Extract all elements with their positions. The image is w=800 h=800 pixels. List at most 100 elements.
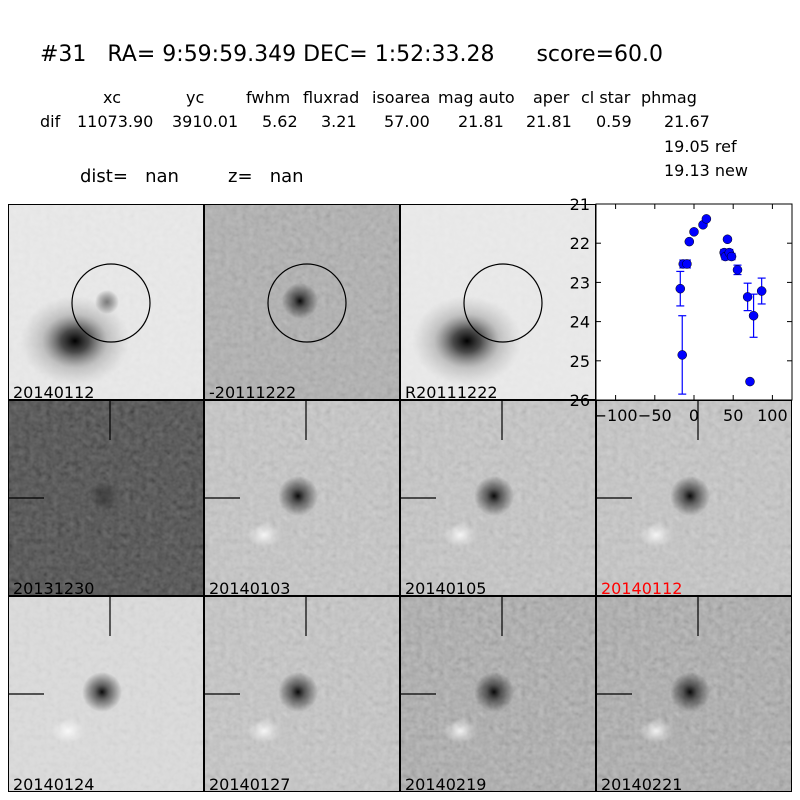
image-stamp: 20140124 bbox=[8, 596, 204, 792]
stamp-date-label: 20140103 bbox=[209, 579, 291, 596]
aperture-circle bbox=[463, 263, 543, 343]
marker bbox=[756, 286, 767, 296]
residual bbox=[52, 719, 84, 743]
header-fluxrad: fluxrad bbox=[303, 88, 360, 107]
residual bbox=[444, 523, 476, 547]
x-tick-label: 0 bbox=[689, 406, 699, 425]
transient-source bbox=[82, 672, 122, 712]
stamp-date-label: 20140105 bbox=[405, 579, 487, 596]
stamp-image bbox=[204, 400, 400, 596]
image-stamp: 20140221 bbox=[596, 596, 792, 792]
y-tick-label: 26 bbox=[570, 391, 590, 410]
transient-source bbox=[670, 476, 710, 516]
stamp-date-label: 20140112 bbox=[13, 383, 95, 400]
value-yc: 3910.01 bbox=[172, 112, 239, 131]
transient-source bbox=[95, 290, 119, 314]
stamp-date-label: R20111222 bbox=[405, 383, 498, 400]
stamp-image bbox=[204, 204, 400, 400]
header-phmag: phmag bbox=[641, 88, 697, 107]
header-fwhm: fwhm bbox=[246, 88, 291, 107]
stamp-date-label: -20111222 bbox=[209, 383, 297, 400]
value-fwhm: 5.62 bbox=[262, 112, 298, 131]
stamp-date-label: 20140127 bbox=[209, 775, 291, 792]
stamp-image bbox=[204, 596, 400, 792]
value-fluxrad: 3.21 bbox=[321, 112, 357, 131]
dist-readout: dist= nan bbox=[80, 166, 179, 187]
residual bbox=[248, 719, 280, 743]
image-stamp: -20111222 bbox=[204, 204, 400, 400]
transient-source bbox=[474, 476, 514, 516]
transient-source bbox=[282, 283, 318, 319]
x-tick-label: −100 bbox=[594, 406, 638, 425]
value-cl-star: 0.59 bbox=[596, 112, 632, 131]
stamp-image bbox=[596, 596, 792, 792]
stamp-image bbox=[8, 400, 204, 596]
value-phmag: 21.67 bbox=[664, 112, 710, 131]
value-ref-mag: 19.05 ref bbox=[664, 137, 737, 156]
light-curve-plot: 21 22 23 24 25 26−100 −50 0 50 100 bbox=[570, 195, 793, 425]
data-point bbox=[745, 376, 755, 387]
aperture-circle bbox=[71, 263, 151, 343]
data-point bbox=[756, 277, 767, 305]
marker bbox=[732, 265, 743, 275]
value-mag-auto: 21.81 bbox=[458, 112, 504, 131]
aperture-circle bbox=[267, 263, 347, 343]
value-xc: 11073.90 bbox=[77, 112, 154, 131]
marker bbox=[748, 310, 759, 321]
header-cl-star: cl star bbox=[581, 88, 631, 107]
plot-frame bbox=[595, 203, 793, 401]
header-yc: yc bbox=[186, 88, 205, 107]
image-stamp: 20140219 bbox=[400, 596, 596, 792]
stamp-image bbox=[400, 596, 596, 792]
stamp-date-label: 20131230 bbox=[13, 579, 95, 596]
marker bbox=[684, 236, 695, 247]
marker bbox=[675, 283, 686, 294]
marker bbox=[701, 214, 712, 224]
data-point bbox=[726, 251, 737, 262]
y-tick-label: 24 bbox=[570, 313, 590, 332]
data-point bbox=[675, 270, 686, 307]
image-stamp: R20111222 bbox=[400, 204, 596, 400]
data-point bbox=[682, 259, 692, 269]
image-stamp: 20140112 bbox=[8, 204, 204, 400]
image-stamp: 20140103 bbox=[204, 400, 400, 596]
marker bbox=[689, 227, 699, 237]
marker bbox=[677, 350, 687, 360]
data-point bbox=[748, 293, 759, 338]
data-point bbox=[722, 234, 733, 245]
transient-source bbox=[278, 672, 318, 712]
y-tick-label: 25 bbox=[570, 352, 590, 371]
image-stamp: 20140127 bbox=[204, 596, 400, 792]
header-xc: xc bbox=[103, 88, 121, 107]
transient-source bbox=[90, 482, 118, 510]
residual bbox=[444, 719, 476, 743]
stamp-image bbox=[596, 400, 792, 596]
marker bbox=[726, 251, 737, 262]
marker bbox=[745, 376, 755, 387]
host-galaxy bbox=[412, 296, 522, 386]
data-point bbox=[689, 227, 699, 237]
image-stamp: 20131230 bbox=[8, 400, 204, 596]
y-tick-label: 21 bbox=[570, 195, 590, 214]
value-isoarea: 57.00 bbox=[384, 112, 430, 131]
header-isoarea: isoarea bbox=[372, 88, 431, 107]
marker bbox=[682, 259, 692, 269]
stamp-date-label: 20140112 bbox=[601, 579, 683, 596]
stamp-image bbox=[400, 204, 596, 400]
host-galaxy bbox=[20, 296, 130, 386]
stamp-date-label: 20140219 bbox=[405, 775, 487, 792]
y-tick-label: 23 bbox=[570, 273, 590, 292]
row-label: dif bbox=[40, 112, 61, 131]
header-mag-auto: mag auto bbox=[438, 88, 515, 107]
residual bbox=[640, 719, 672, 743]
marker bbox=[722, 234, 733, 245]
image-stamp: 20140112 bbox=[596, 400, 792, 596]
x-tick-label: 100 bbox=[757, 406, 788, 425]
value-aper: 21.81 bbox=[526, 112, 572, 131]
residual bbox=[640, 523, 672, 547]
x-tick-label: 50 bbox=[723, 406, 743, 425]
residual bbox=[248, 523, 280, 547]
stamp-date-label: 20140124 bbox=[13, 775, 95, 792]
stamp-image bbox=[8, 204, 204, 400]
